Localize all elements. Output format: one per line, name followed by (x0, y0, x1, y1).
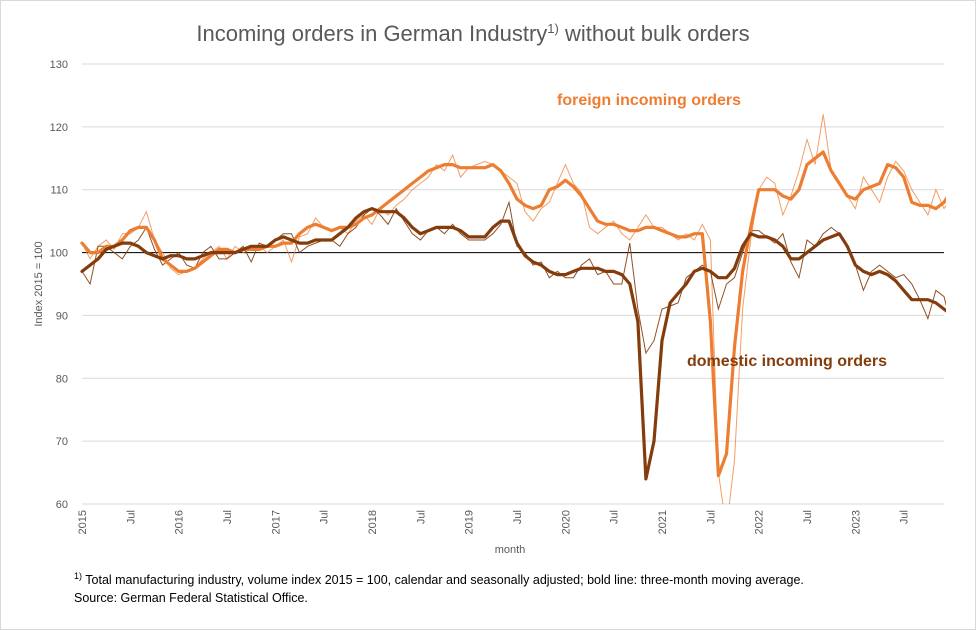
y-tick-label: 120 (50, 122, 68, 134)
gridlines (82, 63, 944, 505)
x-tick-label: 2017 (270, 510, 282, 534)
domestic-monthly-line (81, 200, 946, 355)
foreign-orders-label: foreign incoming orders (557, 92, 741, 109)
y-tick-label: 80 (56, 373, 68, 385)
y-tick-label: 130 (50, 59, 68, 71)
domestic-orders-label: domestic incoming orders (687, 353, 887, 370)
foreign-monthly-line (81, 114, 946, 504)
x-tick-label: 2020 (560, 510, 572, 534)
chart-title-main: Incoming orders in German Industry (196, 21, 547, 46)
x-tick-label: 2018 (367, 510, 379, 534)
x-tick-label: Jul (319, 510, 331, 524)
x-tick-label: 2022 (754, 510, 766, 534)
chart-title: Incoming orders in German Industry1) wit… (196, 21, 749, 46)
x-tick-labels: 2015 Jul 2016 Jul 2017 Jul 2018 Jul 2019 Jul 2020 J… (77, 510, 911, 534)
footnote-text: Total manufacturing industry, volume ind… (82, 573, 804, 588)
y-tick-label: 70 (56, 436, 68, 448)
y-tick-label: 100 (50, 248, 68, 260)
y-tick-label: 60 (56, 499, 68, 511)
foreign-moving-average-line (80, 150, 946, 478)
footnote-marker: 1) (74, 571, 83, 581)
x-tick-label: 2015 (77, 510, 89, 534)
chart-title-suffix: without bulk orders (559, 21, 750, 46)
y-tick-label: 90 (56, 310, 68, 322)
footnote: 1) Total manufacturing industry, volume … (74, 567, 804, 607)
y-tick-label: 110 (50, 185, 68, 197)
footnote-line: 1) Total manufacturing industry, volume … (74, 567, 804, 589)
x-axis-title: month (495, 544, 526, 556)
x-tick-label: Jul (512, 510, 524, 524)
source-line: Source: German Federal Statistical Offic… (74, 591, 308, 606)
chart-title-footnote-marker: 1) (547, 21, 559, 36)
x-tick-label: 2019 (464, 510, 476, 534)
domestic-moving-average-line (80, 207, 946, 481)
x-tick-label: 2016 (174, 510, 186, 534)
x-tick-label: Jul (222, 510, 234, 524)
x-tick-label: Jul (125, 510, 137, 524)
y-tick-labels: 60 70 80 90 100 110 120 130 (50, 59, 68, 511)
x-tick-label: Jul (705, 510, 717, 524)
series-lines (80, 114, 946, 504)
x-tick-label: Jul (899, 510, 911, 524)
x-tick-label: Jul (609, 510, 621, 524)
x-tick-label: 2023 (850, 510, 862, 534)
x-tick-label: Jul (415, 510, 427, 524)
y-axis-title: Index 2015 = 100 (33, 241, 45, 326)
x-tick-label: Jul (802, 510, 814, 524)
x-tick-label: 2021 (657, 510, 669, 534)
